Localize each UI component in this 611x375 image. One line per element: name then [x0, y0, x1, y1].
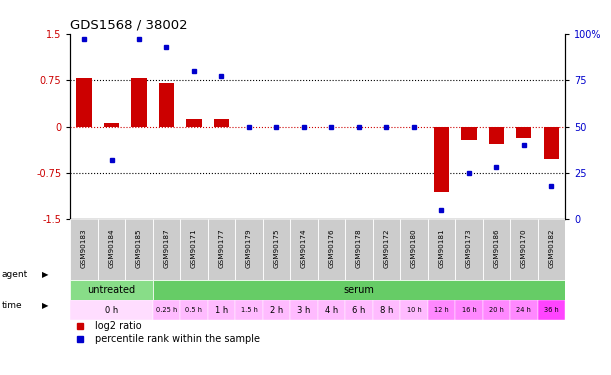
Bar — [153, 280, 565, 300]
Bar — [345, 219, 373, 280]
Text: ▶: ▶ — [42, 270, 48, 279]
Text: GSM90184: GSM90184 — [109, 229, 114, 268]
Bar — [186, 119, 202, 126]
Text: GSM90183: GSM90183 — [81, 229, 87, 268]
Bar — [455, 219, 483, 280]
Bar — [290, 219, 318, 280]
Text: GSM90173: GSM90173 — [466, 229, 472, 268]
Text: 16 h: 16 h — [461, 307, 477, 313]
Text: 1 h: 1 h — [215, 306, 228, 315]
Bar — [208, 300, 235, 320]
Text: GSM90174: GSM90174 — [301, 229, 307, 268]
Bar — [153, 300, 180, 320]
Bar — [290, 300, 318, 320]
Text: 6 h: 6 h — [353, 306, 365, 315]
Text: untreated: untreated — [87, 285, 136, 295]
Bar — [263, 219, 290, 280]
Text: 20 h: 20 h — [489, 307, 504, 313]
Text: GSM90171: GSM90171 — [191, 229, 197, 268]
Bar — [235, 300, 263, 320]
Text: 0.5 h: 0.5 h — [186, 307, 202, 313]
Bar — [428, 300, 455, 320]
Bar — [70, 280, 153, 300]
Bar — [510, 219, 538, 280]
Text: GSM90181: GSM90181 — [439, 229, 444, 268]
Bar — [180, 300, 208, 320]
Text: ▶: ▶ — [42, 301, 48, 310]
Bar — [70, 219, 98, 280]
Bar — [538, 300, 565, 320]
Text: GSM90185: GSM90185 — [136, 229, 142, 268]
Bar — [208, 219, 235, 280]
Text: 10 h: 10 h — [406, 307, 422, 313]
Bar — [516, 126, 532, 138]
Text: GSM90175: GSM90175 — [274, 229, 279, 268]
Bar — [483, 300, 510, 320]
Text: 36 h: 36 h — [544, 307, 559, 313]
Bar — [180, 219, 208, 280]
Text: agent: agent — [1, 270, 27, 279]
Text: 2 h: 2 h — [270, 306, 283, 315]
Bar — [538, 219, 565, 280]
Bar — [153, 219, 180, 280]
Bar — [263, 300, 290, 320]
Bar — [214, 118, 229, 126]
Text: GSM90178: GSM90178 — [356, 229, 362, 268]
Text: 1.5 h: 1.5 h — [241, 307, 257, 313]
Text: GSM90179: GSM90179 — [246, 229, 252, 268]
Bar — [98, 219, 125, 280]
Text: 0.25 h: 0.25 h — [156, 307, 177, 313]
Bar — [345, 300, 373, 320]
Bar — [544, 126, 559, 159]
Bar — [455, 300, 483, 320]
Bar — [76, 78, 92, 126]
Text: 0 h: 0 h — [105, 306, 118, 315]
Text: GSM90186: GSM90186 — [494, 229, 499, 268]
Text: GSM90180: GSM90180 — [411, 229, 417, 268]
Text: 24 h: 24 h — [516, 307, 532, 313]
Bar — [400, 219, 428, 280]
Text: 4 h: 4 h — [325, 306, 338, 315]
Bar — [131, 78, 147, 126]
Bar — [318, 219, 345, 280]
Bar — [70, 300, 153, 320]
Bar — [510, 300, 538, 320]
Bar — [159, 83, 174, 126]
Bar — [104, 123, 119, 126]
Bar — [483, 219, 510, 280]
Text: 8 h: 8 h — [380, 306, 393, 315]
Text: GSM90177: GSM90177 — [219, 229, 224, 268]
Bar — [373, 219, 400, 280]
Bar — [125, 219, 153, 280]
Bar — [428, 219, 455, 280]
Bar — [489, 126, 504, 144]
Text: percentile rank within the sample: percentile rank within the sample — [95, 334, 260, 344]
Text: GSM90182: GSM90182 — [549, 229, 554, 268]
Bar — [235, 219, 263, 280]
Bar — [434, 126, 449, 192]
Text: serum: serum — [343, 285, 375, 295]
Text: GSM90176: GSM90176 — [329, 229, 334, 268]
Text: GSM90187: GSM90187 — [164, 229, 169, 268]
Text: 12 h: 12 h — [434, 307, 449, 313]
Text: GSM90172: GSM90172 — [384, 229, 389, 268]
Bar — [461, 126, 477, 140]
Bar — [373, 300, 400, 320]
Text: GDS1568 / 38002: GDS1568 / 38002 — [70, 18, 188, 31]
Bar — [318, 300, 345, 320]
Text: GSM90170: GSM90170 — [521, 229, 527, 268]
Text: log2 ratio: log2 ratio — [95, 321, 142, 331]
Text: 3 h: 3 h — [298, 306, 310, 315]
Text: time: time — [1, 301, 22, 310]
Bar — [400, 300, 428, 320]
